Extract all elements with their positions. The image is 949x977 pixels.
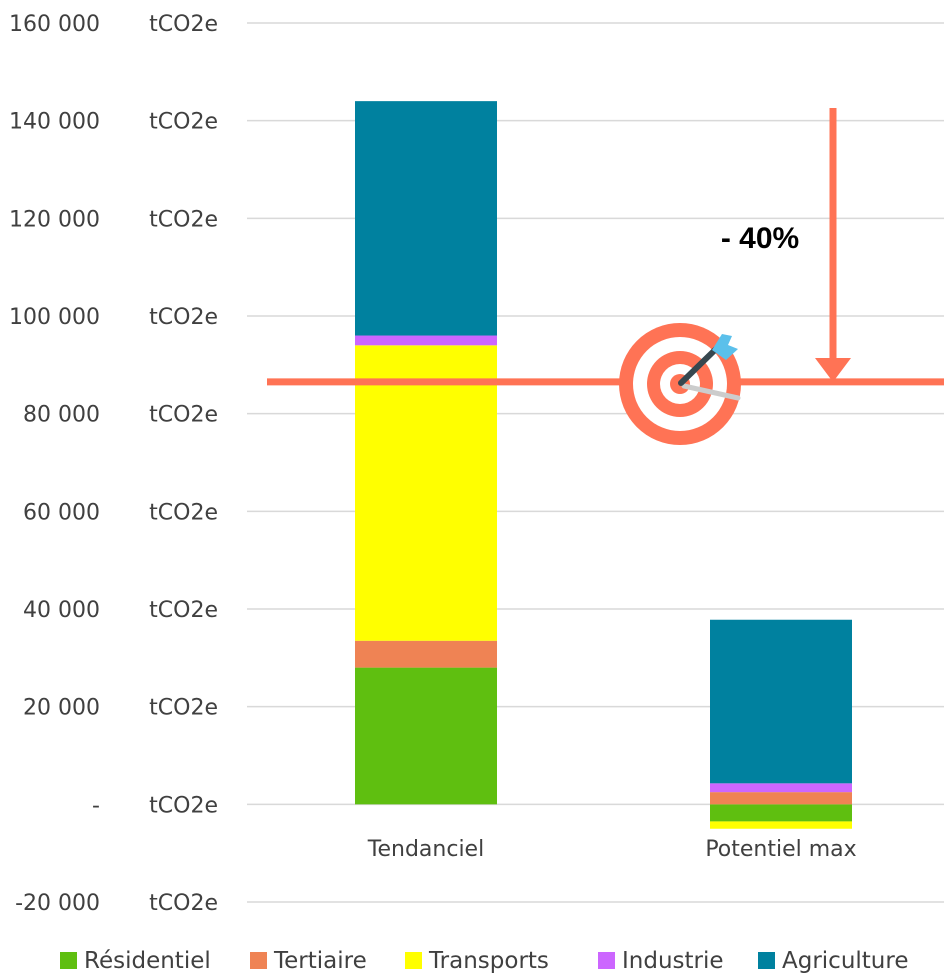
- x-category-label: Tendanciel: [367, 837, 484, 862]
- legend: Résidentiel Tertiaire Transports Industrie A…: [60, 948, 909, 974]
- y-tick-value: 160 000: [9, 12, 100, 37]
- legend-label: Transports: [428, 948, 549, 974]
- legend-swatch: [250, 952, 267, 969]
- y-tick-value: 100 000: [9, 305, 100, 330]
- y-tick-unit: tCO2e: [149, 403, 218, 428]
- bar-segment-tertiaire: [710, 792, 852, 805]
- y-tick-unit: tCO2e: [149, 500, 218, 525]
- y-tick-value: 60 000: [23, 500, 100, 525]
- legend-swatch: [405, 952, 422, 969]
- bar-segment-résidentiel: [355, 667, 497, 805]
- y-tick-unit: tCO2e: [149, 305, 218, 330]
- y-tick-value: -20 000: [15, 891, 100, 916]
- legend-swatch: [60, 952, 77, 969]
- bar-segment-industrie: [710, 783, 852, 793]
- bar-segment-tertiaire: [355, 640, 497, 668]
- target-annotation: - 40%: [267, 108, 944, 445]
- x-category-label: Potentiel max: [705, 837, 856, 862]
- y-tick-value: 140 000: [9, 110, 100, 135]
- y-tick-unit: tCO2e: [149, 598, 218, 623]
- legend-label: Tertiaire: [273, 948, 367, 974]
- bar-segment-agriculture: [710, 619, 852, 784]
- legend-label: Résidentiel: [84, 948, 211, 974]
- bar-segment-résidentiel: [710, 804, 852, 822]
- legend-label: Industrie: [622, 948, 724, 974]
- y-tick-value: 20 000: [23, 696, 100, 721]
- y-tick-unit: tCO2e: [149, 891, 218, 916]
- bar-segment-agriculture: [355, 101, 497, 336]
- bar-segment-transports: [710, 821, 852, 829]
- y-tick-value: 40 000: [23, 598, 100, 623]
- y-tick-unit: tCO2e: [149, 793, 218, 818]
- y-tick-unit: tCO2e: [149, 110, 218, 135]
- y-axis-tick-labels: 160 000 tCO2e 140 000 tCO2e 120 000 tCO2e 100 …: [9, 12, 218, 916]
- y-tick-unit: tCO2e: [149, 12, 218, 37]
- legend-swatch: [758, 952, 775, 969]
- bar-stacks: [355, 101, 852, 829]
- bar-segment-transports: [355, 345, 497, 641]
- y-tick-unit: tCO2e: [149, 207, 218, 232]
- y-tick-value: 80 000: [23, 403, 100, 428]
- legend-label: Agriculture: [782, 948, 909, 974]
- y-tick-unit: tCO2e: [149, 696, 218, 721]
- target-icon: [619, 323, 741, 445]
- reduction-percentage-label: - 40%: [721, 222, 799, 255]
- y-tick-value: -: [92, 793, 100, 818]
- legend-swatch: [598, 952, 615, 969]
- category-labels: Tendanciel Potentiel max: [367, 837, 857, 862]
- reduction-arrow: [815, 108, 851, 382]
- y-tick-value: 120 000: [9, 207, 100, 232]
- bar-segment-industrie: [355, 335, 497, 346]
